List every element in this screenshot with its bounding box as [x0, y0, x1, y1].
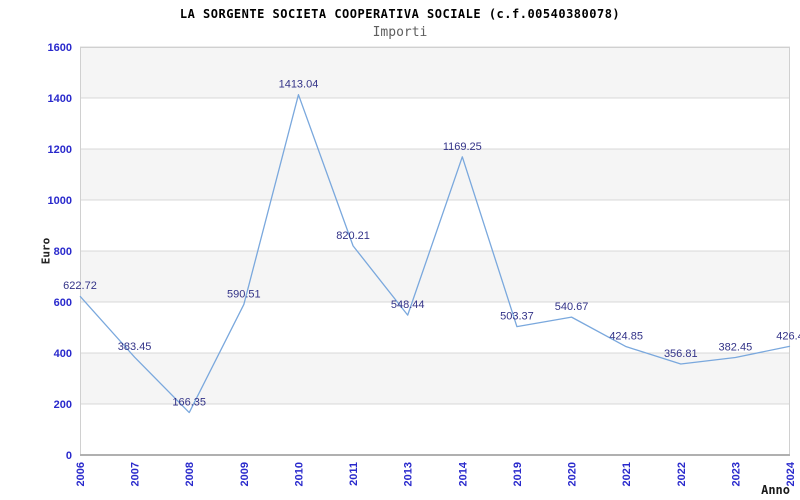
x-tick-label: 2024 [785, 461, 797, 486]
y-tick-label: 600 [54, 297, 72, 309]
y-tick-label: 1400 [48, 93, 72, 105]
x-tick-label: 2021 [621, 462, 633, 486]
data-point-label: 1413.04 [279, 79, 319, 91]
data-point-label: 548.44 [391, 299, 425, 311]
plot-band [80, 200, 790, 251]
y-tick-label: 400 [54, 348, 72, 360]
y-tick-label: 1600 [48, 42, 72, 54]
y-tick-label: 1200 [48, 144, 72, 156]
data-point-label: 382.45 [719, 341, 753, 353]
x-tick-label: 2009 [239, 462, 251, 486]
x-tick-label: 2013 [403, 462, 415, 486]
y-tick-label: 1000 [48, 195, 72, 207]
plot-band [80, 98, 790, 149]
x-tick-label: 2023 [730, 462, 742, 486]
chart-title: LA SORGENTE SOCIETA COOPERATIVA SOCIALE … [179, 7, 621, 21]
data-point-label: 540.67 [555, 301, 589, 313]
data-point-label: 622.72 [63, 280, 97, 292]
y-axis-title: Euro [39, 237, 53, 265]
plot-band [80, 404, 790, 455]
x-tick-label: 2006 [75, 462, 87, 486]
plot-band [80, 47, 790, 98]
x-tick-label: 2007 [130, 462, 142, 486]
data-point-label: 356.81 [664, 348, 698, 360]
data-point-label: 166.35 [172, 397, 206, 409]
data-point-label: 590.51 [227, 288, 261, 300]
x-tick-label: 2014 [457, 461, 469, 486]
data-point-label: 1169.25 [443, 141, 482, 153]
data-point-label: 820.21 [336, 230, 370, 242]
data-line [79, 94, 791, 414]
plot-band [80, 149, 790, 200]
x-tick-label: 2020 [567, 462, 579, 486]
x-tick-label: 2022 [676, 462, 688, 486]
data-point-label: 424.85 [609, 331, 643, 343]
y-tick-label: 800 [54, 246, 72, 258]
data-point-label: 383.45 [118, 341, 152, 353]
x-tick-label: 2011 [348, 462, 360, 486]
y-tick-label: 200 [54, 399, 72, 411]
x-tick-label: 2019 [512, 462, 524, 486]
data-point-label: 503.37 [500, 311, 534, 323]
plot-band [80, 251, 790, 302]
plot-band [80, 302, 790, 353]
x-tick-label: 2008 [184, 462, 196, 486]
x-tick-label: 2010 [293, 462, 305, 486]
y-tick-label: 0 [66, 450, 72, 462]
chart-subtitle: Importi [372, 25, 428, 40]
x-axis-title: Anno [761, 483, 790, 497]
data-point-label: 426.4 [776, 330, 800, 342]
